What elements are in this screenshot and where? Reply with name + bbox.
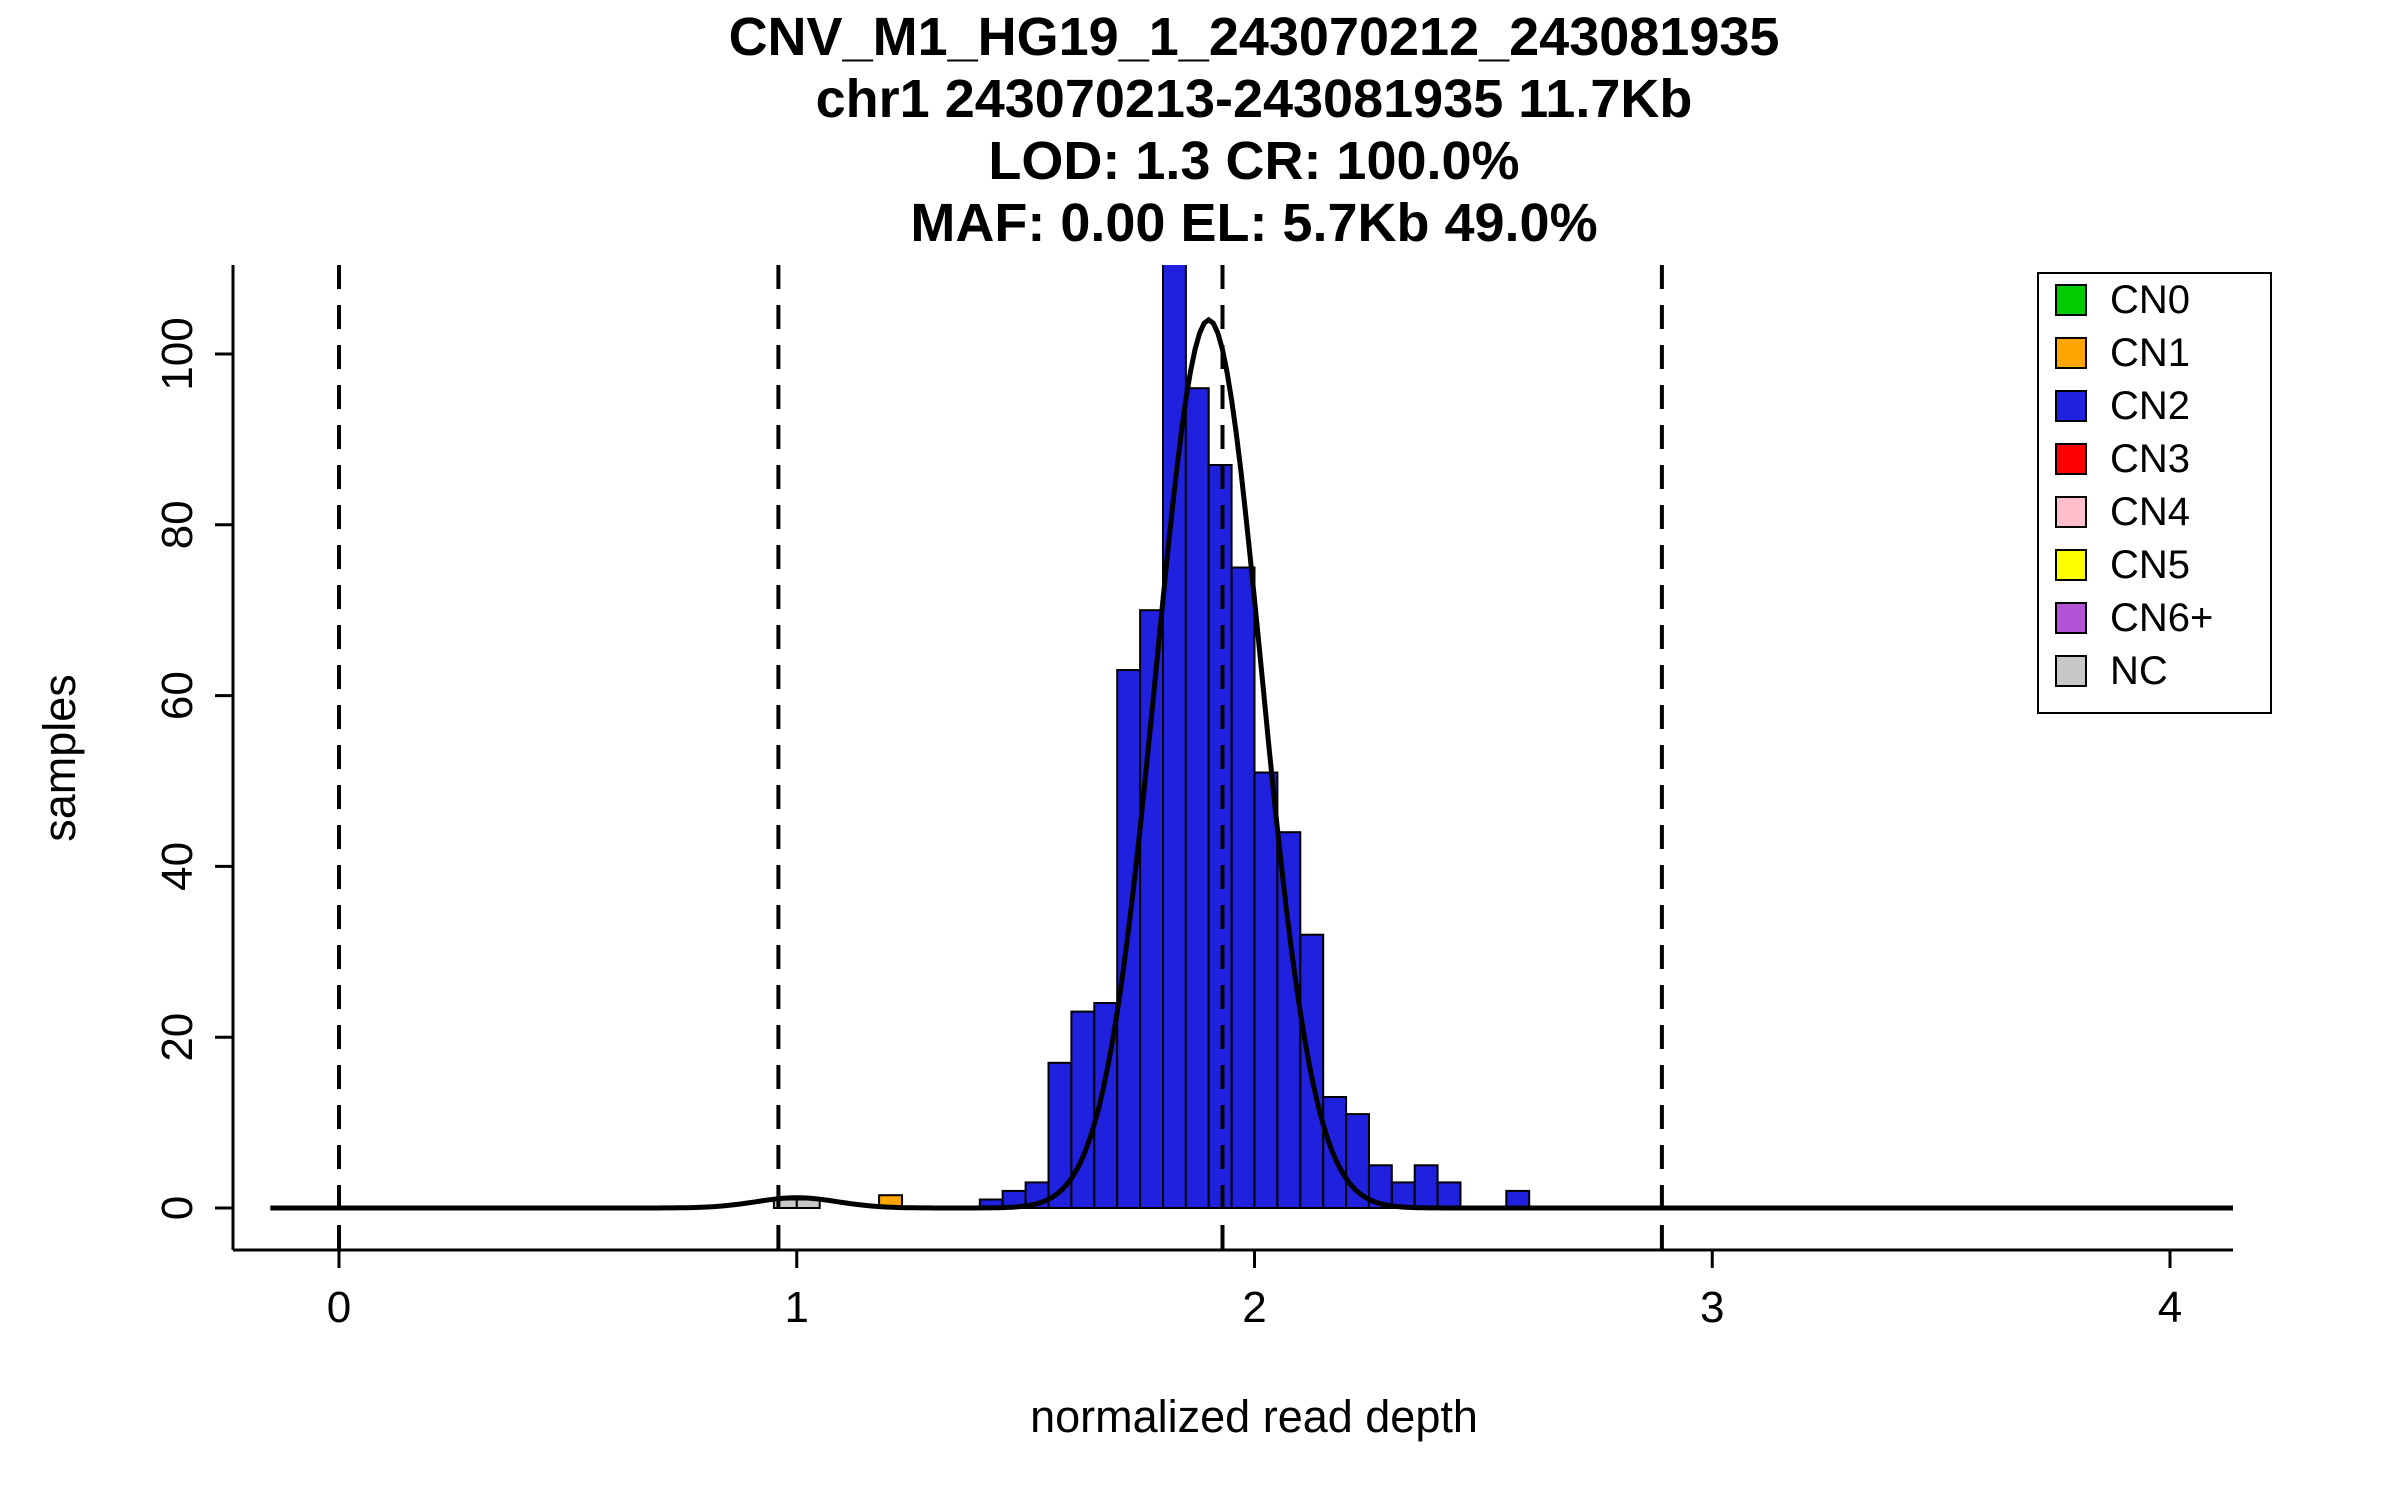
y-tick-label: 20 (153, 1013, 202, 1062)
histogram-bar (1162, 265, 1187, 1209)
legend-swatch-CN0 (2055, 284, 2087, 316)
legend-swatch-CN4 (2055, 496, 2087, 528)
histogram-bar (1253, 771, 1279, 1209)
x-axis: 0 1 2 3 4 (233, 1248, 2233, 1332)
chart-title-line-1: CNV_M1_HG19_1_243070212_243081935 (728, 7, 1780, 67)
histogram-bar (1436, 1181, 1462, 1210)
y-axis: 0 20 40 60 80 100 (153, 265, 235, 1250)
x-tick-label: 3 (1700, 1283, 1724, 1332)
y-tick-label: 100 (153, 317, 202, 390)
y-tick-label: 80 (153, 500, 202, 549)
histogram-bar (1230, 566, 1256, 1209)
legend-swatch-NC (2055, 655, 2087, 687)
legend: CN0 CN1 CN2 CN3 CN4 CN5 CN6+ NC (2037, 272, 2272, 714)
histogram-bar (1207, 464, 1233, 1209)
legend-label-CN5: CN5 (2110, 543, 2190, 587)
legend-swatch-CN1 (2055, 337, 2087, 369)
x-axis-label: normalized read depth (1030, 1391, 1478, 1442)
histogram-bar (1184, 387, 1210, 1209)
legend-label-CN2: CN2 (2110, 384, 2190, 428)
legend-swatch-CN6+ (2055, 602, 2087, 634)
x-tick-label: 1 (785, 1283, 809, 1332)
legend-label-CN1: CN1 (2110, 331, 2190, 375)
legend-swatch-CN3 (2055, 443, 2087, 475)
y-tick-label: 40 (153, 842, 202, 891)
chart-title-block: CNV_M1_HG19_1_243070212_243081935 chr1 2… (254, 6, 2254, 254)
x-tick-label: 0 (327, 1283, 351, 1332)
cn-mean-dashed-lines (337, 265, 1664, 1250)
histogram-bar (1505, 1189, 1531, 1210)
legend-label-CN4: CN4 (2110, 490, 2190, 534)
chart-title-line-3: LOD: 1.3 CR: 100.0% (988, 131, 1520, 191)
legend-swatch-CN5 (2055, 549, 2087, 581)
density-curve (270, 316, 2233, 1211)
x-tick-label: 2 (1242, 1283, 1266, 1332)
y-axis-label: samples (34, 674, 85, 842)
legend-label-CN6+: CN6+ (2110, 596, 2213, 640)
histogram-bar (1070, 1010, 1096, 1209)
legend-label-CN3: CN3 (2110, 437, 2190, 481)
histogram-bar (1413, 1164, 1439, 1210)
chart-title-line-2: chr1 243070213-243081935 11.7Kb (815, 69, 1693, 129)
legend-label-NC: NC (2110, 649, 2168, 693)
legend-label-CN0: CN0 (2110, 278, 2190, 322)
y-tick-label: 0 (153, 1196, 202, 1220)
legend-swatch-CN2 (2055, 390, 2087, 422)
chart-title-line-4: MAF: 0.00 EL: 5.7Kb 49.0% (910, 193, 1598, 253)
histogram-bars (772, 265, 1531, 1210)
y-tick-label: 60 (153, 671, 202, 720)
histogram-bar (1276, 831, 1302, 1209)
x-tick-label: 4 (2158, 1283, 2182, 1332)
